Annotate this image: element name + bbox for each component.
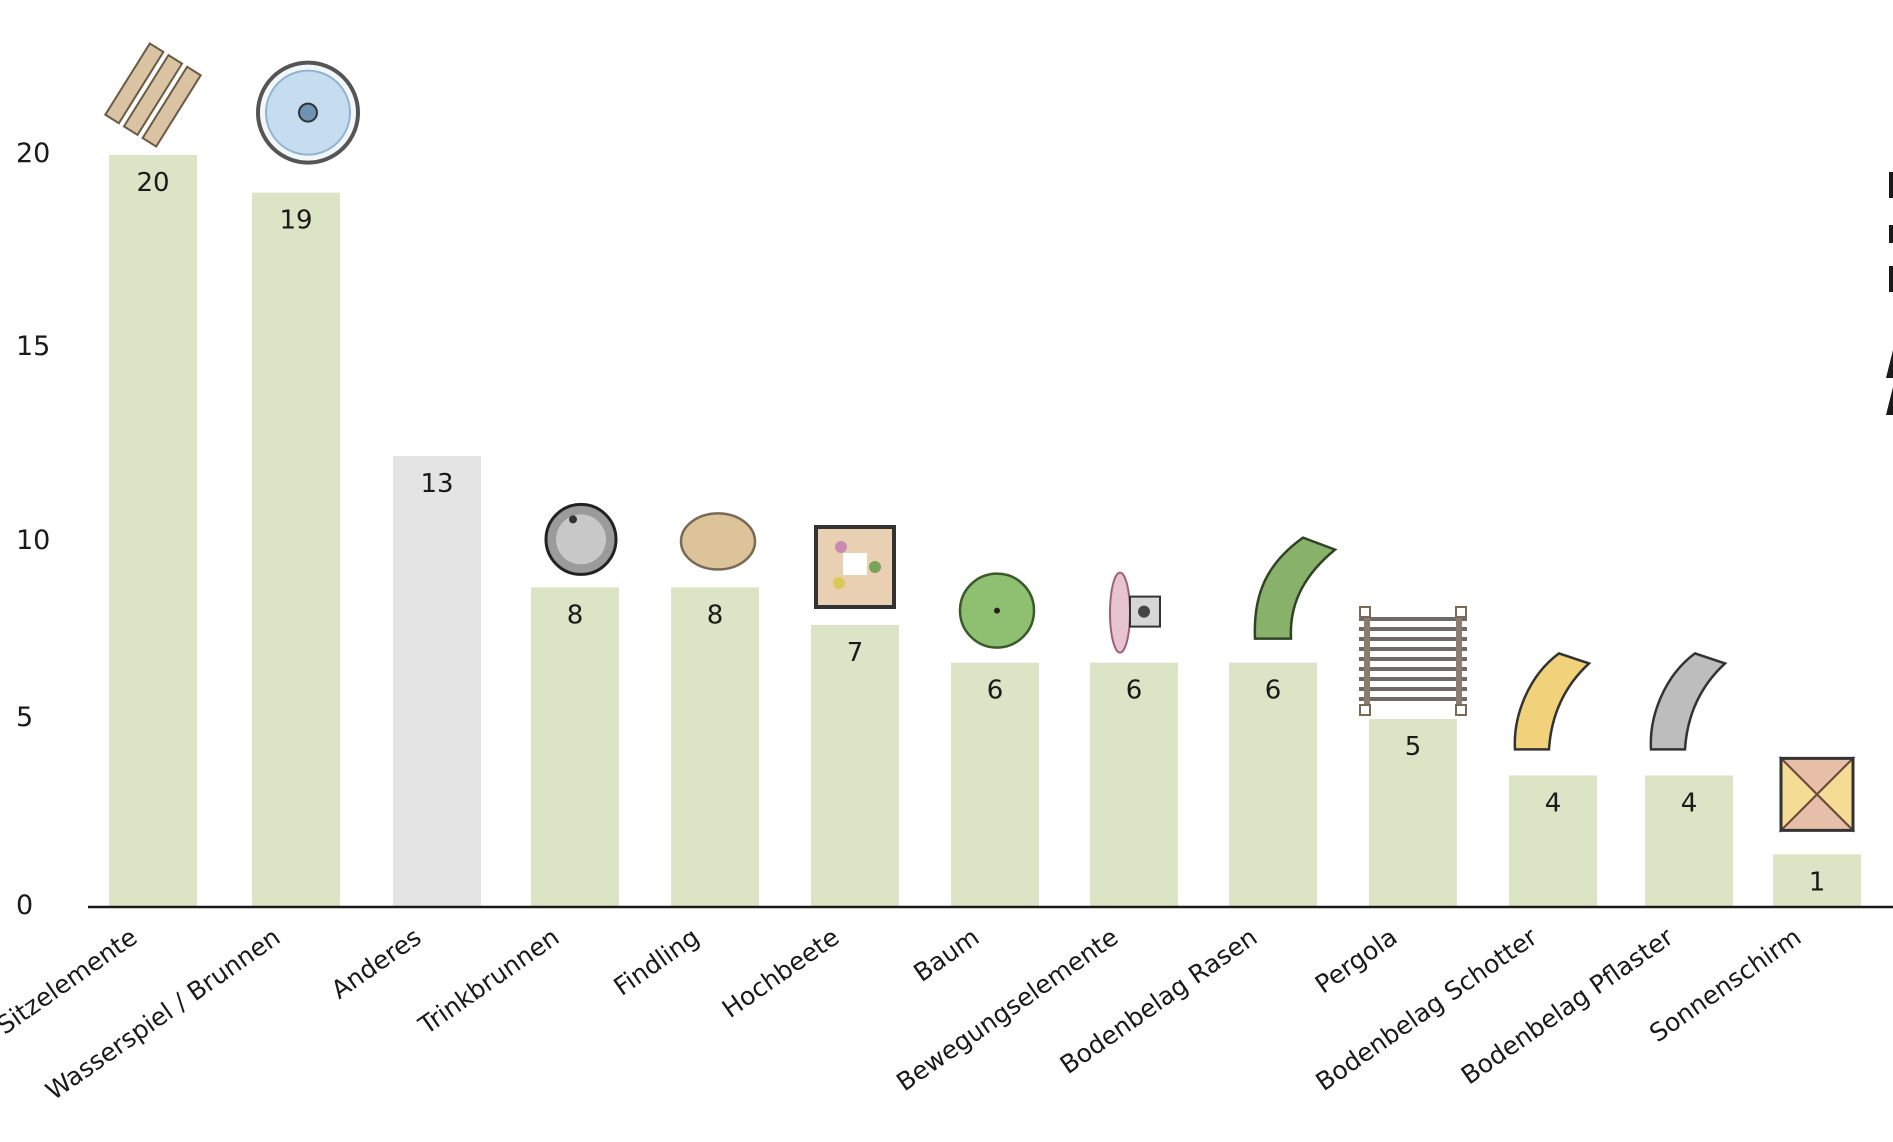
- cropped-glyph-4: [1886, 350, 1893, 378]
- bench-icon: [103, 42, 203, 148]
- bar-sitzelemente: [109, 155, 197, 907]
- data-label: 8: [567, 600, 584, 630]
- bar-sonnenschirm: [1773, 854, 1861, 907]
- gravel-path-icon: [1513, 652, 1592, 751]
- x-tick-label: Bewegungselemente: [891, 922, 1123, 1097]
- data-label: 6: [1265, 676, 1282, 706]
- x-tick-label: Anderes: [326, 922, 426, 1004]
- paving-path-icon: [1649, 652, 1728, 751]
- pergola-icon: [1359, 606, 1467, 716]
- data-labels-layer: 20 19 13 8 8 7 6 6 6 5 4 4 1: [136, 168, 1825, 897]
- bar-bewegungselemente: [1090, 662, 1178, 907]
- x-tick-label: Sitzelemente: [0, 922, 142, 1040]
- data-label: 4: [1681, 788, 1698, 818]
- data-label: 7: [847, 638, 864, 668]
- lawn-path-icon: [1253, 536, 1338, 640]
- bar-bodenbelag-pflaster: [1645, 775, 1733, 907]
- x-tick-label: Hochbeete: [717, 922, 845, 1023]
- icons-layer: [103, 42, 1856, 833]
- cropped-side-text: [1886, 172, 1893, 415]
- boulder-icon: [679, 512, 757, 571]
- y-tick-label: 10: [16, 525, 50, 556]
- cropped-glyph-5: [1886, 387, 1893, 415]
- data-label: 8: [707, 600, 724, 630]
- y-tick-label: 15: [16, 331, 50, 362]
- data-label: 13: [420, 469, 453, 499]
- bar-baum: [951, 662, 1039, 907]
- tree-icon: [958, 572, 1036, 649]
- y-tick-label: 5: [16, 702, 33, 733]
- raised-bed-icon: [814, 525, 896, 609]
- bar-anderes: [393, 455, 481, 907]
- bar-trinkbrunnen: [531, 587, 619, 907]
- cropped-glyph-2: [1889, 225, 1893, 243]
- y-tick-label: 0: [16, 890, 33, 921]
- y-axis: 0 5 10 15 20: [16, 138, 50, 921]
- exercise-element-icon: [1109, 571, 1161, 654]
- data-label: 20: [136, 168, 169, 198]
- bar-pergola: [1369, 719, 1457, 907]
- x-tick-label: Wasserspiel / Brunnen: [40, 922, 285, 1106]
- bar-bodenbelag-schotter: [1509, 775, 1597, 907]
- bars-layer: [109, 155, 1861, 908]
- x-tick-label: Findling: [608, 922, 704, 1001]
- data-label: 19: [279, 206, 312, 236]
- data-label: 5: [1405, 732, 1422, 762]
- bar-wasserspiel-brunnen: [252, 192, 340, 908]
- fountain-icon: [256, 60, 360, 165]
- parasol-icon: [1778, 755, 1856, 833]
- x-tick-label: Bodenbelag Schotter: [1310, 922, 1543, 1097]
- data-label: 1: [1809, 867, 1826, 897]
- bar-hochbeete: [811, 625, 899, 907]
- x-tick-label: Pergola: [1310, 922, 1403, 999]
- cropped-glyph-3: [1889, 266, 1893, 292]
- x-tick-label: Trinkbrunnen: [413, 922, 565, 1040]
- bar-bodenbelag-rasen: [1229, 662, 1317, 907]
- y-tick-label: 20: [16, 138, 50, 169]
- data-label: 6: [1126, 676, 1143, 706]
- drinking-fountain-icon: [544, 502, 618, 576]
- data-label: 6: [987, 676, 1004, 706]
- cropped-glyph-1: [1889, 172, 1893, 198]
- x-tick-label: Baum: [908, 922, 984, 987]
- data-label: 4: [1545, 788, 1562, 818]
- bar-findling: [671, 587, 759, 907]
